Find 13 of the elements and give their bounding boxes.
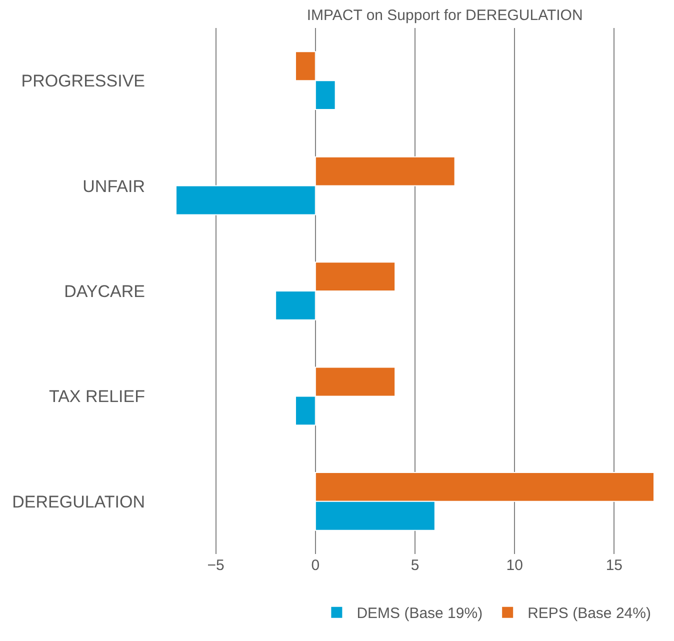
chart-title: IMPACT on Support for DEREGULATION <box>306 7 583 24</box>
x-tick-label: 10 <box>506 557 523 574</box>
x-tick-label: 5 <box>410 557 420 574</box>
y-tick-label: DEREGULATION <box>12 492 145 512</box>
y-tick-label: DAYCARE <box>64 282 145 301</box>
x-tick-label: 0 <box>311 557 320 574</box>
legend-label: REPS (Base 24%) <box>528 605 651 622</box>
y-tick-label: TAX RELIEF <box>48 387 145 406</box>
legend-label: DEMS (Base 19%) <box>356 605 483 622</box>
x-tick-label: 15 <box>606 557 623 574</box>
y-tick-label: UNFAIR <box>82 176 145 196</box>
y-tick-label: PROGRESSIVE <box>21 72 145 91</box>
x-tick-label: −5 <box>207 557 224 574</box>
